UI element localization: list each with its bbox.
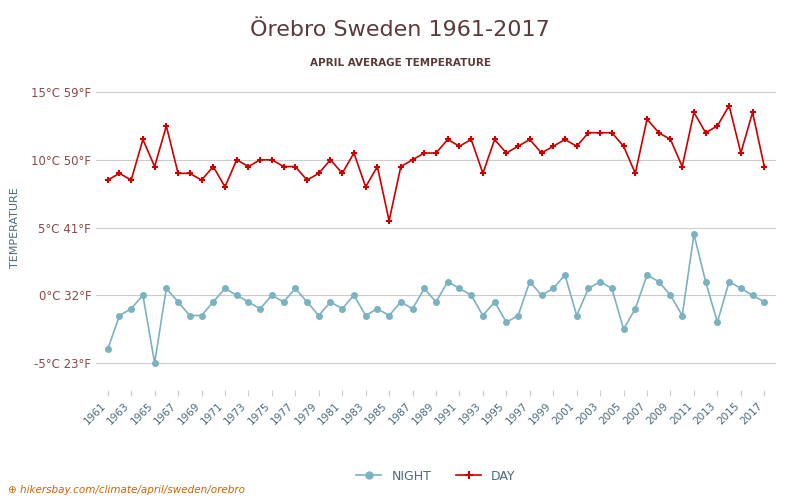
Text: Örebro Sweden 1961-2017: Örebro Sweden 1961-2017 xyxy=(250,20,550,40)
Text: ⊕ hikersbay.com/climate/april/sweden/orebro: ⊕ hikersbay.com/climate/april/sweden/ore… xyxy=(8,485,245,495)
Y-axis label: TEMPERATURE: TEMPERATURE xyxy=(10,187,20,268)
Legend: NIGHT, DAY: NIGHT, DAY xyxy=(351,465,521,488)
Text: APRIL AVERAGE TEMPERATURE: APRIL AVERAGE TEMPERATURE xyxy=(310,58,490,68)
